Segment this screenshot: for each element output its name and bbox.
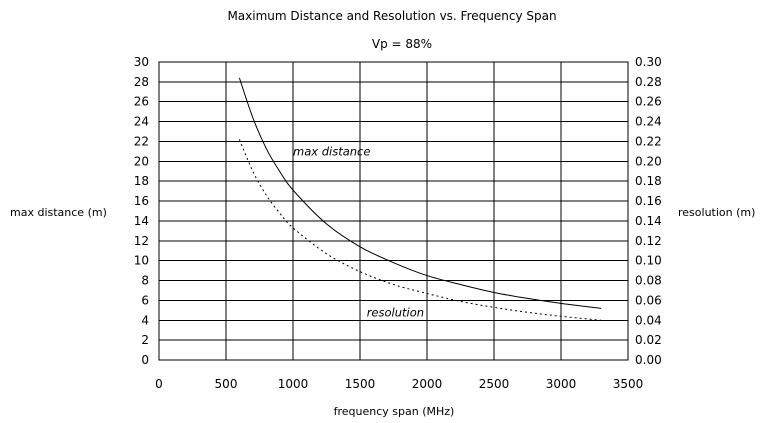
grid: [158, 61, 629, 361]
y-right-tick-label: 0.12: [635, 234, 662, 248]
y-left-tick-label: 8: [141, 274, 149, 288]
x-tick-label: 3500: [613, 377, 644, 391]
series-line-max-distance: [238, 77, 602, 309]
x-tick-label: 0: [155, 377, 163, 391]
y-right-tick-label: 0.30: [635, 55, 662, 69]
y-left-axis-label: max distance (m): [10, 206, 107, 219]
y-right-tick-label: 0.18: [635, 174, 662, 188]
y-right-tick-label: 0.04: [635, 313, 662, 327]
x-tick-label: 2500: [479, 377, 510, 391]
x-tick-labels: 0 500 1000 1500 2000 2500 3000 3500: [155, 377, 643, 391]
series: [238, 77, 602, 321]
y-left-tick-label: 0: [141, 353, 149, 367]
y-left-tick-label: 30: [134, 55, 149, 69]
y-left-tick-label: 22: [134, 134, 149, 148]
annotation-max-distance: max distance: [293, 144, 370, 158]
series-line-resolution: [238, 139, 602, 321]
y-right-tick-labels: 0.00 0.02 0.04 0.06 0.08 0.10 0.12 0.14 0.16 0.18…: [635, 55, 662, 367]
y-left-tick-label: 20: [134, 154, 149, 168]
y-left-tick-label: 28: [134, 75, 149, 89]
chart-subtitle: Vp = 88%: [372, 37, 432, 51]
y-right-axis-label: resolution (m): [678, 206, 755, 219]
x-tick-label: 2000: [412, 377, 443, 391]
y-right-tick-label: 0.20: [635, 154, 662, 168]
y-left-tick-label: 2: [141, 333, 149, 347]
x-axis-label: frequency span (MHz): [334, 405, 455, 418]
y-right-tick-label: 0.28: [635, 75, 662, 89]
plot-frame: [158, 61, 629, 361]
y-right-tick-label: 0.00: [635, 353, 662, 367]
x-tick-label: 1000: [278, 377, 309, 391]
y-right-tick-label: 0.10: [635, 254, 662, 268]
y-left-tick-label: 4: [141, 313, 149, 327]
x-tick-label: 500: [215, 377, 238, 391]
y-right-tick-label: 0.06: [635, 293, 662, 307]
chart-title: Maximum Distance and Resolution vs. Freq…: [227, 9, 556, 23]
y-left-tick-label: 12: [134, 234, 149, 248]
x-tick-label: 1500: [345, 377, 376, 391]
y-left-tick-label: 24: [134, 115, 149, 129]
y-right-tick-label: 0.26: [635, 95, 662, 109]
y-left-tick-label: 18: [134, 174, 149, 188]
y-right-tick-label: 0.14: [635, 214, 662, 228]
y-left-tick-label: 10: [134, 254, 149, 268]
y-left-tick-label: 26: [134, 95, 149, 109]
y-right-tick-label: 0.08: [635, 274, 662, 288]
y-right-tick-label: 0.16: [635, 194, 662, 208]
y-right-tick-label: 0.02: [635, 333, 662, 347]
y-left-tick-label: 6: [141, 293, 149, 307]
y-left-tick-label: 14: [134, 214, 149, 228]
y-right-tick-label: 0.22: [635, 134, 662, 148]
y-right-tick-label: 0.24: [635, 115, 662, 129]
x-tick-label: 3000: [546, 377, 577, 391]
annotation-resolution: resolution: [367, 305, 424, 319]
y-left-tick-label: 16: [134, 194, 149, 208]
